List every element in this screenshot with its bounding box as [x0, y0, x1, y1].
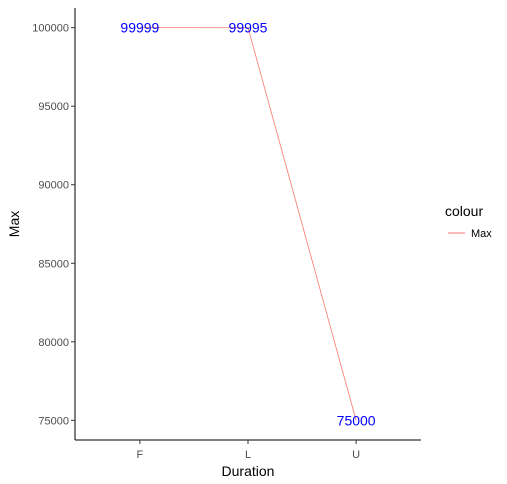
y-tick-label: 90000	[38, 180, 69, 192]
legend-title: colour	[445, 203, 483, 219]
data-label: 99999	[120, 20, 159, 36]
data-labels: 99999 99995 75000	[120, 20, 375, 429]
y-tick-label: 75000	[38, 415, 69, 427]
plot-area: 75000 80000 85000 90000 95000 100000 F L U 9999…	[32, 8, 421, 461]
y-axis-title: Max	[6, 211, 22, 237]
y-tick-label: 85000	[38, 258, 69, 270]
data-label: 75000	[337, 412, 376, 428]
legend: colour Max	[445, 203, 492, 240]
x-tick-label: F	[137, 449, 144, 461]
y-tick-label: 95000	[38, 101, 69, 113]
x-axis-title: Duration	[222, 463, 275, 479]
y-tick-label: 100000	[32, 23, 69, 35]
x-tick-label: U	[352, 449, 360, 461]
legend-label: Max	[471, 228, 492, 240]
data-label: 99995	[229, 20, 268, 36]
series-group	[139, 27, 357, 421]
series-line-max	[139, 27, 357, 421]
y-axis-ticks: 75000 80000 85000 90000 95000 100000	[32, 23, 75, 427]
y-tick-label: 80000	[38, 337, 69, 349]
x-tick-label: L	[245, 449, 251, 461]
